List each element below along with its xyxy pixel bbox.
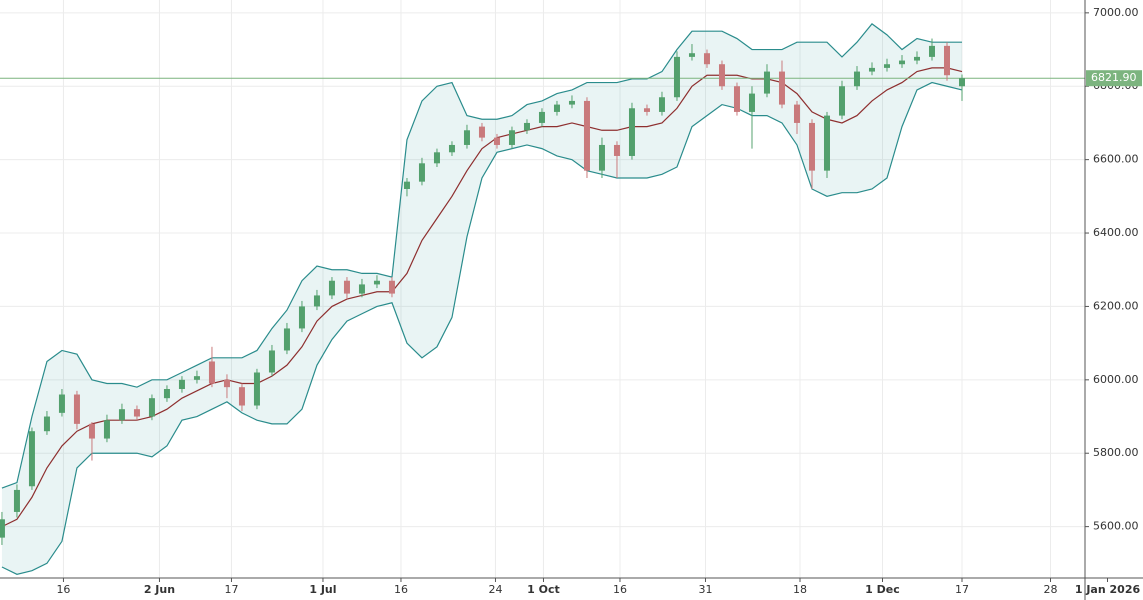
y-tick-label: 5600.00 — [1093, 520, 1139, 533]
x-tick-label: 1 Jul — [309, 583, 336, 596]
candle-body — [133, 409, 140, 417]
candle-body — [58, 394, 65, 413]
x-tick-label: 2 Jun — [144, 583, 175, 596]
candle-body — [193, 376, 200, 380]
candle-body — [148, 398, 155, 417]
x-tick-label: 1 Oct — [527, 583, 560, 596]
y-tick-label: 6400.00 — [1093, 226, 1139, 239]
x-tick-label: 16 — [56, 583, 70, 596]
candle-body — [13, 489, 20, 512]
x-tick-label: 16 — [613, 583, 627, 596]
candle-body — [493, 137, 500, 145]
candle-body — [598, 144, 605, 171]
candle-body — [478, 126, 485, 138]
candle-body — [463, 130, 470, 145]
candle-body — [508, 130, 515, 145]
candle-body — [808, 122, 815, 171]
candle-body — [403, 181, 410, 189]
candle-body — [943, 45, 950, 76]
candle-body — [343, 280, 350, 294]
candle-body — [328, 280, 335, 296]
candle-body — [928, 45, 935, 57]
candle-body — [118, 409, 125, 421]
x-tick-label: 31 — [698, 583, 712, 596]
candle-body — [823, 115, 830, 171]
candle-body — [733, 86, 740, 112]
candle-body — [868, 67, 875, 72]
candle-body — [838, 86, 845, 116]
candle-body — [583, 100, 590, 171]
band-lower — [1, 81, 963, 575]
candle-body — [178, 379, 185, 390]
candle-body — [0, 519, 5, 538]
x-tick-label: 18 — [793, 583, 807, 596]
candle-body — [673, 56, 680, 98]
x-tick-label: 16 — [394, 583, 408, 596]
candle-body — [223, 379, 230, 388]
candle-body — [778, 71, 785, 105]
candle-body — [883, 64, 890, 68]
candle-body — [88, 423, 95, 439]
candle-body — [73, 394, 80, 424]
candle-body — [418, 163, 425, 182]
candle-body — [793, 104, 800, 123]
candle-body — [268, 350, 275, 373]
candle-body — [433, 152, 440, 164]
candle-body — [763, 71, 770, 94]
candle-body — [103, 420, 110, 439]
candle-body — [43, 416, 50, 432]
candle-body — [238, 387, 245, 406]
price-label-box — [1086, 70, 1142, 87]
candle-body — [853, 71, 860, 87]
y-tick-label: 5800.00 — [1093, 446, 1139, 459]
y-tick-label: 6000.00 — [1093, 373, 1139, 386]
x-tick-label: 17 — [224, 583, 238, 596]
candle-body — [628, 108, 635, 156]
candle-body — [253, 372, 260, 406]
candle-body — [703, 53, 710, 65]
x-tick-label: 1 Dec — [865, 583, 900, 596]
x-tick-label: 17 — [955, 583, 969, 596]
candle-body — [388, 280, 395, 294]
candle-body — [538, 111, 545, 123]
candle-body — [553, 104, 560, 112]
candle-body — [643, 108, 650, 112]
candle-body — [613, 144, 620, 156]
y-tick-label: 6600.00 — [1093, 153, 1139, 166]
candle-body — [568, 100, 575, 105]
candle-body — [283, 328, 290, 351]
candle-body — [313, 295, 320, 307]
candle-body — [448, 144, 455, 153]
candle-body — [358, 284, 365, 294]
candle-body — [748, 93, 755, 112]
candle-body — [298, 306, 305, 329]
band-middle — [1, 67, 963, 528]
y-tick-label: 6200.00 — [1093, 299, 1139, 312]
x-tick-label: 24 — [488, 583, 502, 596]
x-tick-label: 28 — [1043, 583, 1057, 596]
candle-body — [898, 60, 905, 65]
candle-body — [28, 431, 35, 487]
band-upper — [1, 23, 962, 489]
x-tick-label: 1 Jan 2026 — [1075, 583, 1141, 596]
candle-body — [373, 280, 380, 285]
y-tick-label: 7000.00 — [1093, 6, 1139, 19]
candle-body — [718, 64, 725, 87]
candle-body — [658, 97, 665, 112]
candle-body — [523, 122, 530, 131]
candle-body — [913, 56, 920, 61]
plot — [0, 23, 1085, 575]
candle-body — [163, 389, 170, 399]
candle-body — [958, 78, 965, 87]
candle-body — [208, 361, 215, 384]
price-label: 6821.90 — [1091, 71, 1137, 84]
candle-body — [688, 53, 695, 57]
